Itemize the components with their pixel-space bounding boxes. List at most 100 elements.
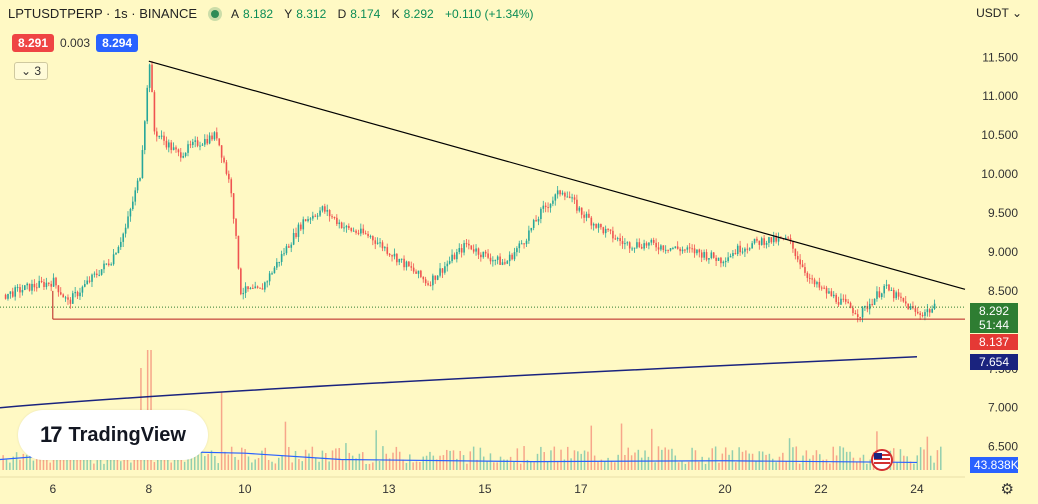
volume-bar (284, 421, 287, 470)
candle-body (211, 135, 213, 140)
candle-body (249, 287, 252, 290)
candle-body (931, 308, 933, 313)
candle-body (192, 141, 194, 145)
volume-bar (721, 453, 724, 470)
candle-body (422, 276, 425, 280)
volume-bar (627, 447, 629, 470)
candle-body (316, 215, 319, 217)
candle-body (453, 254, 456, 260)
candle-body (799, 259, 801, 265)
volume-bar (714, 446, 717, 470)
candle-body (288, 246, 290, 248)
volume-bar (815, 450, 818, 470)
volume-bar (72, 455, 75, 470)
symbol-title[interactable]: LPTUSDTPERP · 1s · BINANCE (8, 6, 198, 21)
candle-body (825, 287, 828, 294)
volume-bar (103, 463, 105, 470)
candle-body (415, 271, 417, 274)
candle-body (844, 299, 847, 302)
volume-bar (325, 453, 327, 470)
x-tick-label: 17 (574, 482, 588, 496)
candle-body (902, 297, 905, 302)
candle-body (307, 219, 309, 222)
candle-body (19, 287, 21, 293)
volume-bar (291, 462, 293, 470)
gear-icon[interactable]: ⚙ (1000, 481, 1014, 498)
candle-body (14, 287, 17, 297)
volume-bar (59, 452, 62, 470)
candle-body (345, 225, 348, 228)
candle-body (772, 235, 775, 243)
candle-body (74, 291, 77, 294)
candle-body (494, 259, 497, 261)
candle-body (254, 286, 257, 289)
volume-bar (493, 462, 495, 470)
us-flag-icon[interactable] (870, 448, 894, 472)
candle-body (232, 193, 235, 219)
candle-body (333, 216, 336, 218)
candle-body (602, 227, 605, 234)
volume-bar (597, 461, 599, 470)
volume-bar (892, 448, 895, 470)
x-tick-label: 10 (238, 482, 252, 496)
indicators-count: 3 (34, 64, 42, 78)
volume-bar (738, 447, 740, 470)
candle-body (552, 200, 554, 204)
candle-body (360, 228, 362, 234)
candle-body (804, 267, 806, 273)
candle-body (439, 268, 441, 276)
volume-bar (852, 457, 855, 470)
volume-bar (93, 463, 95, 470)
volume-bar (388, 458, 391, 470)
volume-bar (123, 452, 125, 470)
candle-body (492, 260, 494, 262)
change-value: +0.110 (+1.34%) (445, 6, 534, 21)
close-label: K (391, 6, 400, 21)
candle-body (909, 306, 912, 310)
candle-body (50, 283, 53, 287)
candle-body (12, 291, 14, 297)
candle-body (172, 147, 175, 150)
candle-body (499, 256, 501, 265)
candle-body (163, 135, 165, 141)
candle-body (636, 242, 638, 248)
candle-body (175, 147, 177, 150)
candle-body (312, 215, 314, 219)
candle-body (729, 255, 732, 258)
volume-bar (392, 452, 394, 470)
candle-body (410, 266, 413, 268)
candle-body (595, 223, 597, 228)
currency-selector[interactable]: USDT ⌄ (976, 6, 1022, 20)
chart-legend: LPTUSDTPERP · 1s · BINANCE A 8.182 Y 8.312… (8, 6, 538, 21)
volume-bar (772, 458, 774, 470)
tradingview-logo[interactable]: 17 TradingView (18, 410, 208, 460)
volume-bar (49, 462, 51, 470)
volume-bar (197, 449, 199, 470)
candle-body (787, 237, 789, 239)
volume-bar (288, 446, 290, 470)
candle-body (396, 253, 398, 263)
candle-body (856, 314, 859, 317)
candle-body (21, 290, 24, 293)
y-tick-label: 11.000 (982, 89, 1018, 103)
volume-bar (775, 462, 777, 470)
low-label: D (337, 6, 347, 21)
sell-button[interactable]: 8.291 (12, 34, 55, 52)
candle-body (304, 219, 307, 222)
candle-body (897, 292, 900, 297)
volume-bar (768, 453, 771, 470)
candle-body (228, 173, 230, 180)
candle-body (859, 316, 861, 318)
candle-body (364, 233, 367, 235)
volume-bar (486, 460, 488, 470)
buy-button[interactable]: 8.294 (96, 34, 139, 52)
volume-bar (839, 446, 841, 470)
indicators-toggle-button[interactable]: ⌄ 3 (14, 62, 49, 80)
volume-bar (869, 459, 871, 470)
candle-body (120, 241, 122, 248)
candle-body (338, 222, 341, 225)
volume-bar (251, 462, 253, 470)
candle-body (928, 309, 931, 313)
candle-body (861, 307, 864, 318)
candle-body (724, 261, 727, 263)
